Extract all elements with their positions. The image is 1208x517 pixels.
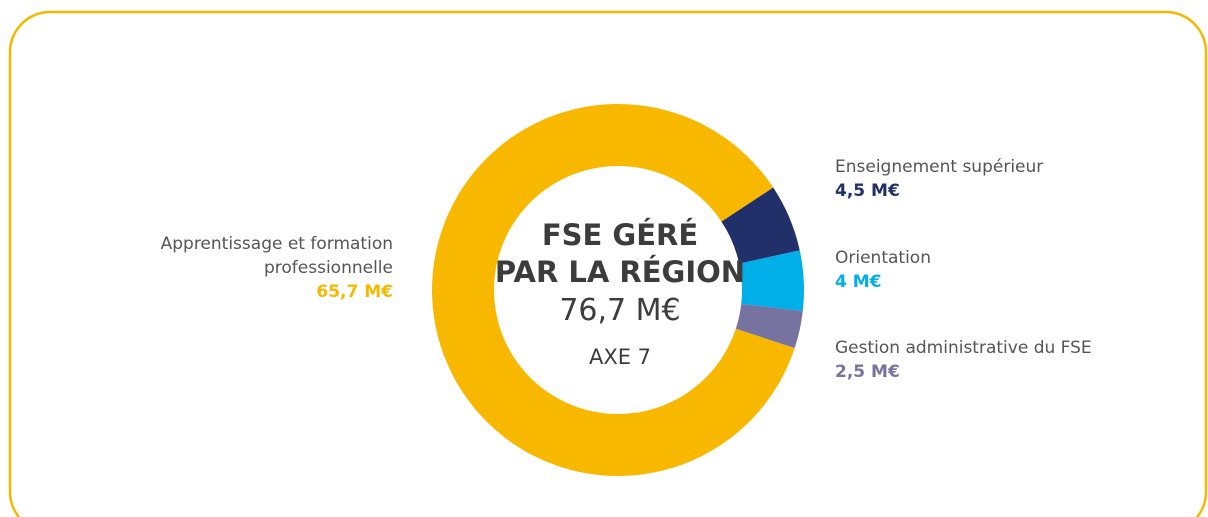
legend-label: Apprentissage et formation professionnel… [113, 232, 393, 304]
value-label: 4 M€ [835, 272, 882, 292]
center-total: 76,7 M€ [559, 293, 680, 328]
legend-label: Orientation 4 M€ [835, 246, 931, 294]
center-subtitle: AXE 7 [589, 345, 651, 369]
donut-segment [432, 104, 795, 476]
category-name: Orientation [835, 248, 931, 268]
category-name: Apprentissage et formation professionnel… [160, 234, 393, 278]
center-title: PAR LA RÉGION [495, 255, 745, 289]
donut-segment [735, 303, 803, 349]
value-label: 2,5 M€ [835, 362, 900, 382]
donut-segment [721, 187, 800, 264]
value-label: 4,5 M€ [835, 181, 900, 201]
legend-label: Gestion administrative du FSE 2,5 M€ [835, 336, 1092, 384]
legend-label: Enseignement supérieur 4,5 M€ [835, 155, 1043, 203]
frame [8, 10, 1208, 517]
value-label: 65,7 M€ [316, 282, 393, 302]
category-name: Gestion administrative du FSE [835, 338, 1092, 358]
donut-segment [739, 250, 804, 311]
center-title: FSE GÉRÉ [542, 218, 698, 252]
category-name: Enseignement supérieur [835, 157, 1044, 177]
